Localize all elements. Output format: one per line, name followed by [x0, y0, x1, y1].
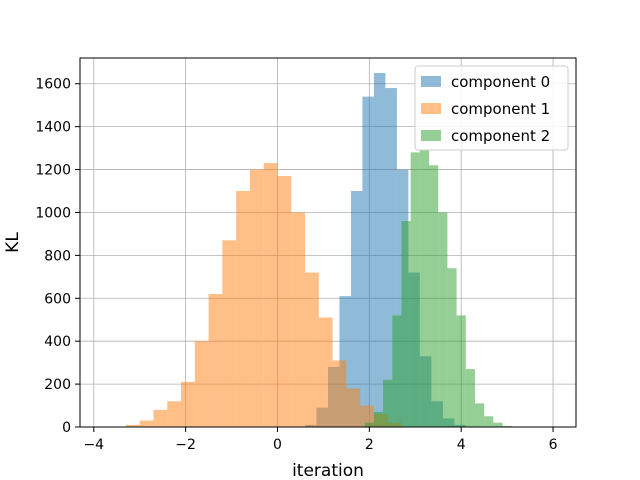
histogram-bar-series-2 — [373, 411, 384, 427]
histogram-bar-series-2 — [364, 422, 374, 427]
histogram-bar-series-1 — [139, 420, 154, 427]
histogram-bar-series-2 — [410, 152, 420, 427]
legend-swatch — [421, 130, 441, 141]
y-tick-label: 200 — [44, 377, 71, 393]
histogram-bar-series-2 — [429, 165, 439, 427]
histogram-bar-series-2 — [502, 425, 512, 427]
histogram-bar-series-0 — [373, 73, 386, 427]
histogram-bar-series-2 — [419, 150, 430, 427]
histogram-bar-series-0 — [350, 191, 363, 427]
histogram-bar-series-2 — [401, 221, 411, 427]
histogram-bar-series-1 — [318, 317, 333, 427]
plot-frame — [79, 57, 577, 428]
histogram-bar-series-1 — [167, 401, 182, 427]
histogram-bar-series-1 — [236, 191, 250, 427]
x-tick-label: 4 — [457, 437, 466, 453]
axis-ticks: −4 −2 0 2 4 6 0 200 400 600 800 1000 1200 1400 1600 — [35, 77, 557, 453]
histogram-bar-series-1 — [291, 212, 306, 427]
histogram-bar-series-2 — [447, 268, 457, 427]
histogram-bars — [125, 73, 512, 428]
histogram-bar-series-1 — [277, 175, 292, 427]
x-tick-label: −4 — [83, 437, 104, 453]
histogram-bar-series-1 — [194, 341, 209, 427]
histogram-bar-series-1 — [181, 381, 195, 427]
histogram-bar-series-1 — [153, 409, 168, 427]
y-tick-label: 1000 — [35, 205, 71, 221]
histogram-bar-series-1 — [346, 388, 361, 427]
legend: component 0 component 1 component 2 — [414, 65, 569, 151]
y-tick-label: 1600 — [35, 77, 71, 93]
histogram-bar-series-1 — [249, 169, 264, 427]
histogram-bar-series-1 — [222, 240, 237, 427]
y-tick-label: 1400 — [35, 120, 71, 136]
histogram-bar-series-2 — [474, 403, 485, 427]
histogram-bar-series-2 — [493, 422, 503, 427]
legend-label: component 1 — [451, 100, 550, 118]
histogram-bar-series-0 — [385, 88, 397, 427]
histogram-bar-series-2 — [484, 416, 494, 427]
histogram-bar-series-1 — [332, 360, 347, 427]
x-tick-label: 0 — [273, 437, 282, 453]
histogram-bar-series-0 — [362, 96, 374, 428]
histogram-bar-series-2 — [383, 379, 393, 427]
legend-box — [414, 65, 569, 151]
x-tick-label: 6 — [549, 437, 558, 453]
x-axis-label: iteration — [292, 461, 364, 480]
legend-swatch — [421, 103, 441, 114]
histogram-bar-series-1 — [360, 405, 374, 427]
legend-swatch — [421, 76, 441, 87]
histogram-bar-series-1 — [208, 293, 223, 427]
y-tick-label: 400 — [44, 334, 71, 350]
y-tick-label: 600 — [44, 291, 71, 307]
histogram-bar-series-2 — [456, 315, 466, 427]
histogram-bar-series-2 — [392, 315, 402, 427]
legend-label: component 2 — [451, 127, 550, 145]
histogram-bar-series-1 — [305, 272, 319, 427]
histogram-bar-series-2 — [465, 369, 475, 427]
histogram-bar-series-1 — [125, 424, 140, 427]
histogram-bar-series-1 — [263, 163, 278, 428]
y-tick-label: 800 — [44, 248, 71, 264]
x-tick-label: −2 — [175, 437, 196, 453]
histogram-bar-series-2 — [438, 212, 448, 427]
grid — [80, 58, 576, 428]
legend-label: component 0 — [451, 73, 550, 91]
y-tick-label: 0 — [62, 420, 71, 436]
y-tick-label: 1200 — [35, 163, 71, 179]
y-axis-label: KL — [3, 232, 23, 253]
x-tick-label: 2 — [365, 437, 374, 453]
